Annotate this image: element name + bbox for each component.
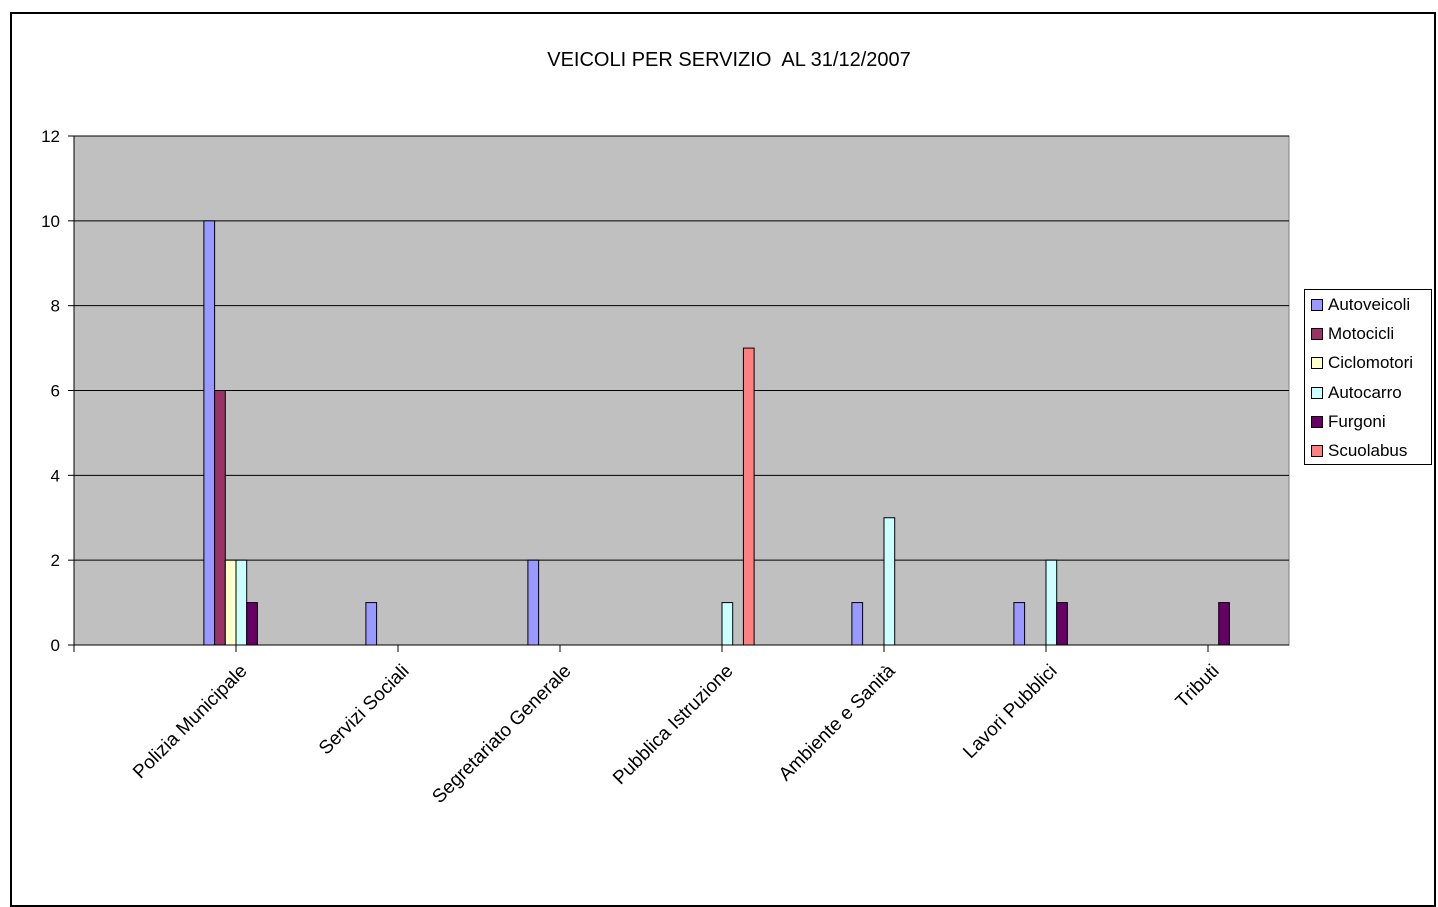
bar — [1056, 602, 1068, 646]
bar — [721, 602, 734, 646]
legend-label: Motocicli — [1328, 324, 1395, 344]
x-tick-labels: Polizia Municipale Servizi Sociali Segreta… — [129, 660, 1223, 807]
axes — [68, 135, 1289, 652]
y-tick-label: 0 — [51, 636, 60, 655]
legend-label: Ciclomotori — [1328, 353, 1414, 373]
x-tick-label: Ambiente e Sanità — [775, 660, 900, 785]
legend-swatch — [1311, 299, 1323, 311]
x-tick-label: Pubblica Istruzione — [609, 661, 737, 789]
legend-label: Scuolabus — [1328, 441, 1408, 460]
legend: Autoveicoli Motocicli Ciclomotori Autocarro… — [1304, 289, 1432, 465]
bar — [1045, 559, 1058, 646]
legend-swatch — [1311, 445, 1323, 457]
bar — [527, 559, 540, 646]
bar — [851, 602, 864, 646]
y-tick-label: 12 — [41, 127, 60, 146]
legend-swatch — [1311, 386, 1323, 399]
y-tick-label: 10 — [41, 212, 60, 231]
bar — [1218, 602, 1230, 646]
legend-item: Motocicli — [1311, 323, 1394, 345]
legend-item: Autoveicoli — [1311, 294, 1410, 316]
legend-item: Ciclomotori — [1311, 352, 1413, 374]
y-tick-label: 6 — [51, 382, 60, 401]
legend-item: Scuolabus — [1311, 440, 1407, 462]
x-tick-label: Lavori Pubblici — [959, 661, 1061, 763]
x-tick-label: Servizi Sociali — [315, 661, 413, 759]
x-tick-label: Tributi — [1172, 661, 1224, 713]
bar — [365, 602, 378, 646]
x-tick-label: Polizia Municipale — [129, 661, 251, 783]
legend-label: Furgoni — [1328, 411, 1386, 431]
y-tick-label: 8 — [51, 297, 60, 316]
bar — [214, 390, 226, 646]
legend-swatch — [1311, 357, 1323, 370]
y-tick-label: 2 — [51, 551, 60, 570]
legend-label: Autocarro — [1328, 382, 1402, 402]
bar — [224, 559, 237, 646]
bar — [235, 559, 248, 646]
bar — [883, 517, 896, 646]
legend-swatch — [1311, 415, 1323, 428]
gridlines — [74, 135, 1289, 561]
legend-item: Furgoni — [1311, 411, 1386, 433]
y-tick-labels: 0 2 4 6 8 10 12 — [41, 127, 60, 655]
legend-label: Autoveicoli — [1328, 295, 1411, 314]
bar — [203, 220, 216, 646]
bar — [246, 602, 258, 646]
y-tick-label: 4 — [51, 466, 60, 485]
bar — [742, 347, 755, 646]
legend-item: Autocarro — [1311, 382, 1402, 404]
legend-swatch — [1311, 328, 1323, 341]
chart-title: VEICOLI PER SERVIZIO AL 31/12/2007 — [547, 49, 911, 71]
x-tick-label: Segretariato Generale — [428, 661, 575, 808]
bar — [1013, 602, 1026, 646]
